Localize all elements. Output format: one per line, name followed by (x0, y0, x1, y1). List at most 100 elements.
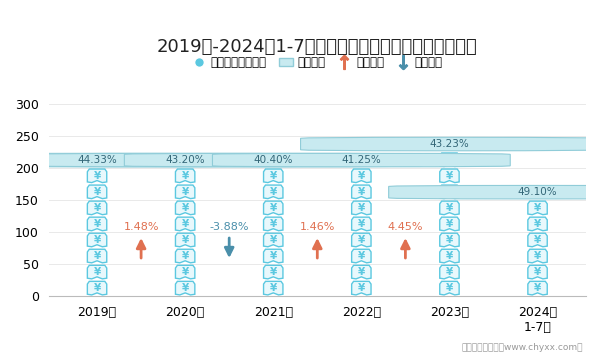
Text: ¥: ¥ (358, 251, 365, 261)
FancyBboxPatch shape (36, 153, 334, 167)
Text: ¥: ¥ (358, 171, 365, 181)
Text: 制图：智研咨询（www.chyxx.com）: 制图：智研咨询（www.chyxx.com） (462, 344, 583, 352)
Text: ¥: ¥ (446, 267, 453, 277)
PathPatch shape (440, 281, 459, 295)
Text: ¥: ¥ (270, 203, 277, 213)
FancyBboxPatch shape (300, 137, 599, 151)
PathPatch shape (175, 249, 195, 263)
Text: ¥: ¥ (358, 267, 365, 277)
PathPatch shape (264, 217, 283, 231)
PathPatch shape (528, 217, 548, 231)
Text: ¥: ¥ (446, 251, 453, 261)
PathPatch shape (87, 169, 107, 183)
Text: ¥: ¥ (93, 235, 101, 245)
PathPatch shape (352, 249, 371, 263)
PathPatch shape (440, 217, 459, 231)
Text: ¥: ¥ (446, 219, 453, 229)
PathPatch shape (264, 169, 283, 183)
Text: ¥: ¥ (358, 283, 365, 293)
PathPatch shape (87, 281, 107, 295)
FancyBboxPatch shape (389, 185, 601, 199)
PathPatch shape (352, 233, 371, 247)
Text: ¥: ¥ (182, 187, 189, 197)
Text: ¥: ¥ (534, 203, 541, 213)
Title: 2019年-2024年1-7月海南省累计原保险保费收入统计图: 2019年-2024年1-7月海南省累计原保险保费收入统计图 (157, 38, 478, 56)
PathPatch shape (175, 217, 195, 231)
Legend: 累计保费（亿元）, 寿险占比, 同比增加, 同比减少: 累计保费（亿元）, 寿险占比, 同比增加, 同比减少 (187, 52, 448, 74)
Text: ¥: ¥ (446, 155, 453, 165)
Text: 4.45%: 4.45% (388, 222, 423, 232)
Text: 1.46%: 1.46% (300, 222, 335, 232)
PathPatch shape (175, 281, 195, 295)
PathPatch shape (440, 249, 459, 263)
Text: 40.40%: 40.40% (254, 155, 293, 165)
PathPatch shape (528, 249, 548, 263)
Text: ¥: ¥ (270, 219, 277, 229)
PathPatch shape (440, 169, 459, 183)
Text: ¥: ¥ (270, 171, 277, 181)
PathPatch shape (528, 201, 548, 215)
Text: 41.25%: 41.25% (341, 155, 381, 165)
Text: ¥: ¥ (358, 219, 365, 229)
Text: ¥: ¥ (93, 171, 101, 181)
PathPatch shape (352, 169, 371, 183)
PathPatch shape (175, 265, 195, 279)
PathPatch shape (440, 201, 459, 215)
PathPatch shape (87, 185, 107, 199)
Text: ¥: ¥ (446, 283, 453, 293)
PathPatch shape (352, 217, 371, 231)
Text: 43.20%: 43.20% (165, 155, 205, 165)
PathPatch shape (264, 249, 283, 263)
PathPatch shape (87, 265, 107, 279)
Text: ¥: ¥ (446, 235, 453, 245)
Text: 1.48%: 1.48% (123, 222, 159, 232)
Text: ¥: ¥ (93, 219, 101, 229)
PathPatch shape (175, 185, 195, 199)
Text: ¥: ¥ (358, 187, 365, 197)
PathPatch shape (175, 201, 195, 215)
PathPatch shape (352, 265, 371, 279)
FancyBboxPatch shape (124, 153, 422, 167)
PathPatch shape (440, 265, 459, 279)
Text: ¥: ¥ (270, 283, 277, 293)
Text: ¥: ¥ (182, 235, 189, 245)
PathPatch shape (352, 201, 371, 215)
PathPatch shape (264, 201, 283, 215)
PathPatch shape (528, 281, 548, 295)
PathPatch shape (264, 233, 283, 247)
Text: ¥: ¥ (93, 267, 101, 277)
PathPatch shape (264, 185, 283, 199)
Text: ¥: ¥ (358, 235, 365, 245)
Text: ¥: ¥ (93, 203, 101, 213)
Text: ¥: ¥ (446, 171, 453, 181)
Text: ¥: ¥ (534, 267, 541, 277)
PathPatch shape (264, 281, 283, 295)
Text: ¥: ¥ (534, 251, 541, 261)
FancyBboxPatch shape (213, 153, 510, 167)
PathPatch shape (87, 217, 107, 231)
Text: ¥: ¥ (182, 267, 189, 277)
Text: 44.33%: 44.33% (77, 155, 117, 165)
Text: ¥: ¥ (270, 187, 277, 197)
PathPatch shape (87, 233, 107, 247)
Text: ¥: ¥ (182, 203, 189, 213)
Text: ¥: ¥ (93, 283, 101, 293)
Text: ¥: ¥ (534, 235, 541, 245)
Text: ¥: ¥ (182, 219, 189, 229)
Text: ¥: ¥ (534, 283, 541, 293)
PathPatch shape (528, 265, 548, 279)
Text: ¥: ¥ (182, 283, 189, 293)
PathPatch shape (175, 169, 195, 183)
PathPatch shape (87, 201, 107, 215)
PathPatch shape (175, 233, 195, 247)
PathPatch shape (440, 233, 459, 247)
Text: ¥: ¥ (534, 219, 541, 229)
Text: ¥: ¥ (270, 235, 277, 245)
Text: -3.88%: -3.88% (210, 222, 249, 232)
PathPatch shape (440, 185, 459, 199)
PathPatch shape (87, 249, 107, 263)
PathPatch shape (352, 281, 371, 295)
Text: 49.10%: 49.10% (517, 187, 557, 197)
PathPatch shape (440, 153, 459, 167)
FancyBboxPatch shape (0, 153, 246, 167)
